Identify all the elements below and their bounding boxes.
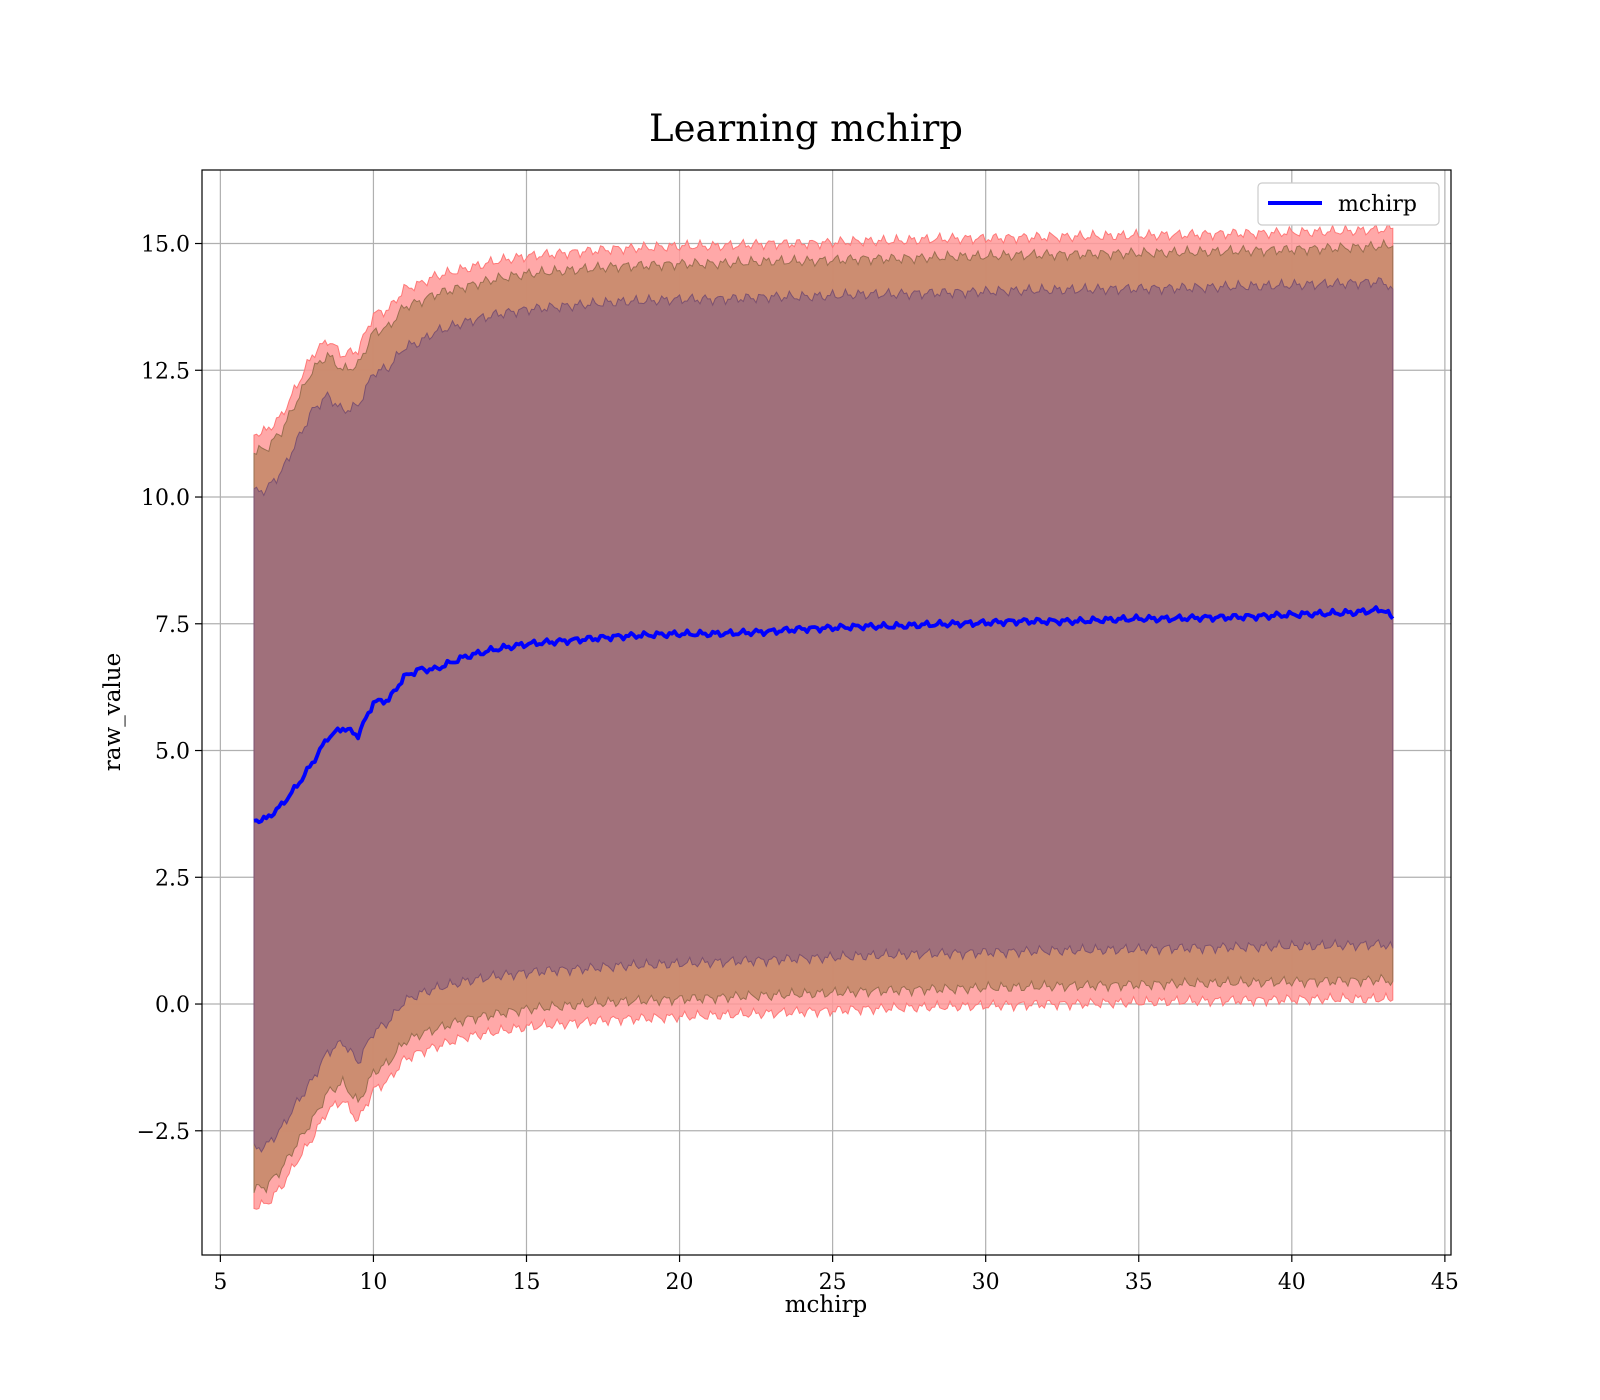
y-tick-label: 10.0: [141, 486, 190, 511]
x-axis: 5 10 15 20 25 30 35 40 45: [213, 1255, 1459, 1295]
y-tick-label: 5.0: [155, 740, 190, 765]
x-axis-label: mchirp: [785, 1292, 868, 1318]
y-tick-label: 2.5: [155, 866, 190, 891]
y-tick-label: 7.5: [155, 613, 190, 638]
x-tick-label: 5: [213, 1270, 227, 1295]
chart-title: Learning mchirp: [649, 107, 963, 150]
y-axis-label: raw_value: [100, 653, 126, 771]
legend-label: mchirp: [1338, 192, 1417, 217]
x-tick-label: 45: [1431, 1270, 1459, 1295]
plot-frame: [201, 169, 1452, 1256]
x-tick-label: 15: [512, 1270, 540, 1295]
series-line-mchirp: [253, 605, 1395, 825]
y-tick-label: 15.0: [141, 233, 190, 258]
series-lines: [253, 605, 1395, 825]
x-tick-label: 20: [666, 1270, 694, 1295]
legend: mchirp: [1257, 182, 1440, 226]
x-tick-label: 30: [972, 1270, 1000, 1295]
confidence-bands: [253, 221, 1394, 1210]
band-inner: [253, 277, 1394, 1153]
y-tick-label: 12.5: [141, 359, 190, 384]
y-tick-label: 0.0: [155, 993, 190, 1018]
y-axis: −2.5 0.0 2.5 5.0 7.5 10.0 12.5 15.0: [137, 233, 202, 1145]
x-tick-label: 10: [359, 1270, 387, 1295]
y-tick-label: −2.5: [137, 1120, 190, 1145]
legend-box: [1257, 182, 1440, 226]
x-tick-label: 35: [1125, 1270, 1153, 1295]
x-tick-label: 25: [819, 1270, 847, 1295]
x-tick-label: 40: [1278, 1270, 1306, 1295]
